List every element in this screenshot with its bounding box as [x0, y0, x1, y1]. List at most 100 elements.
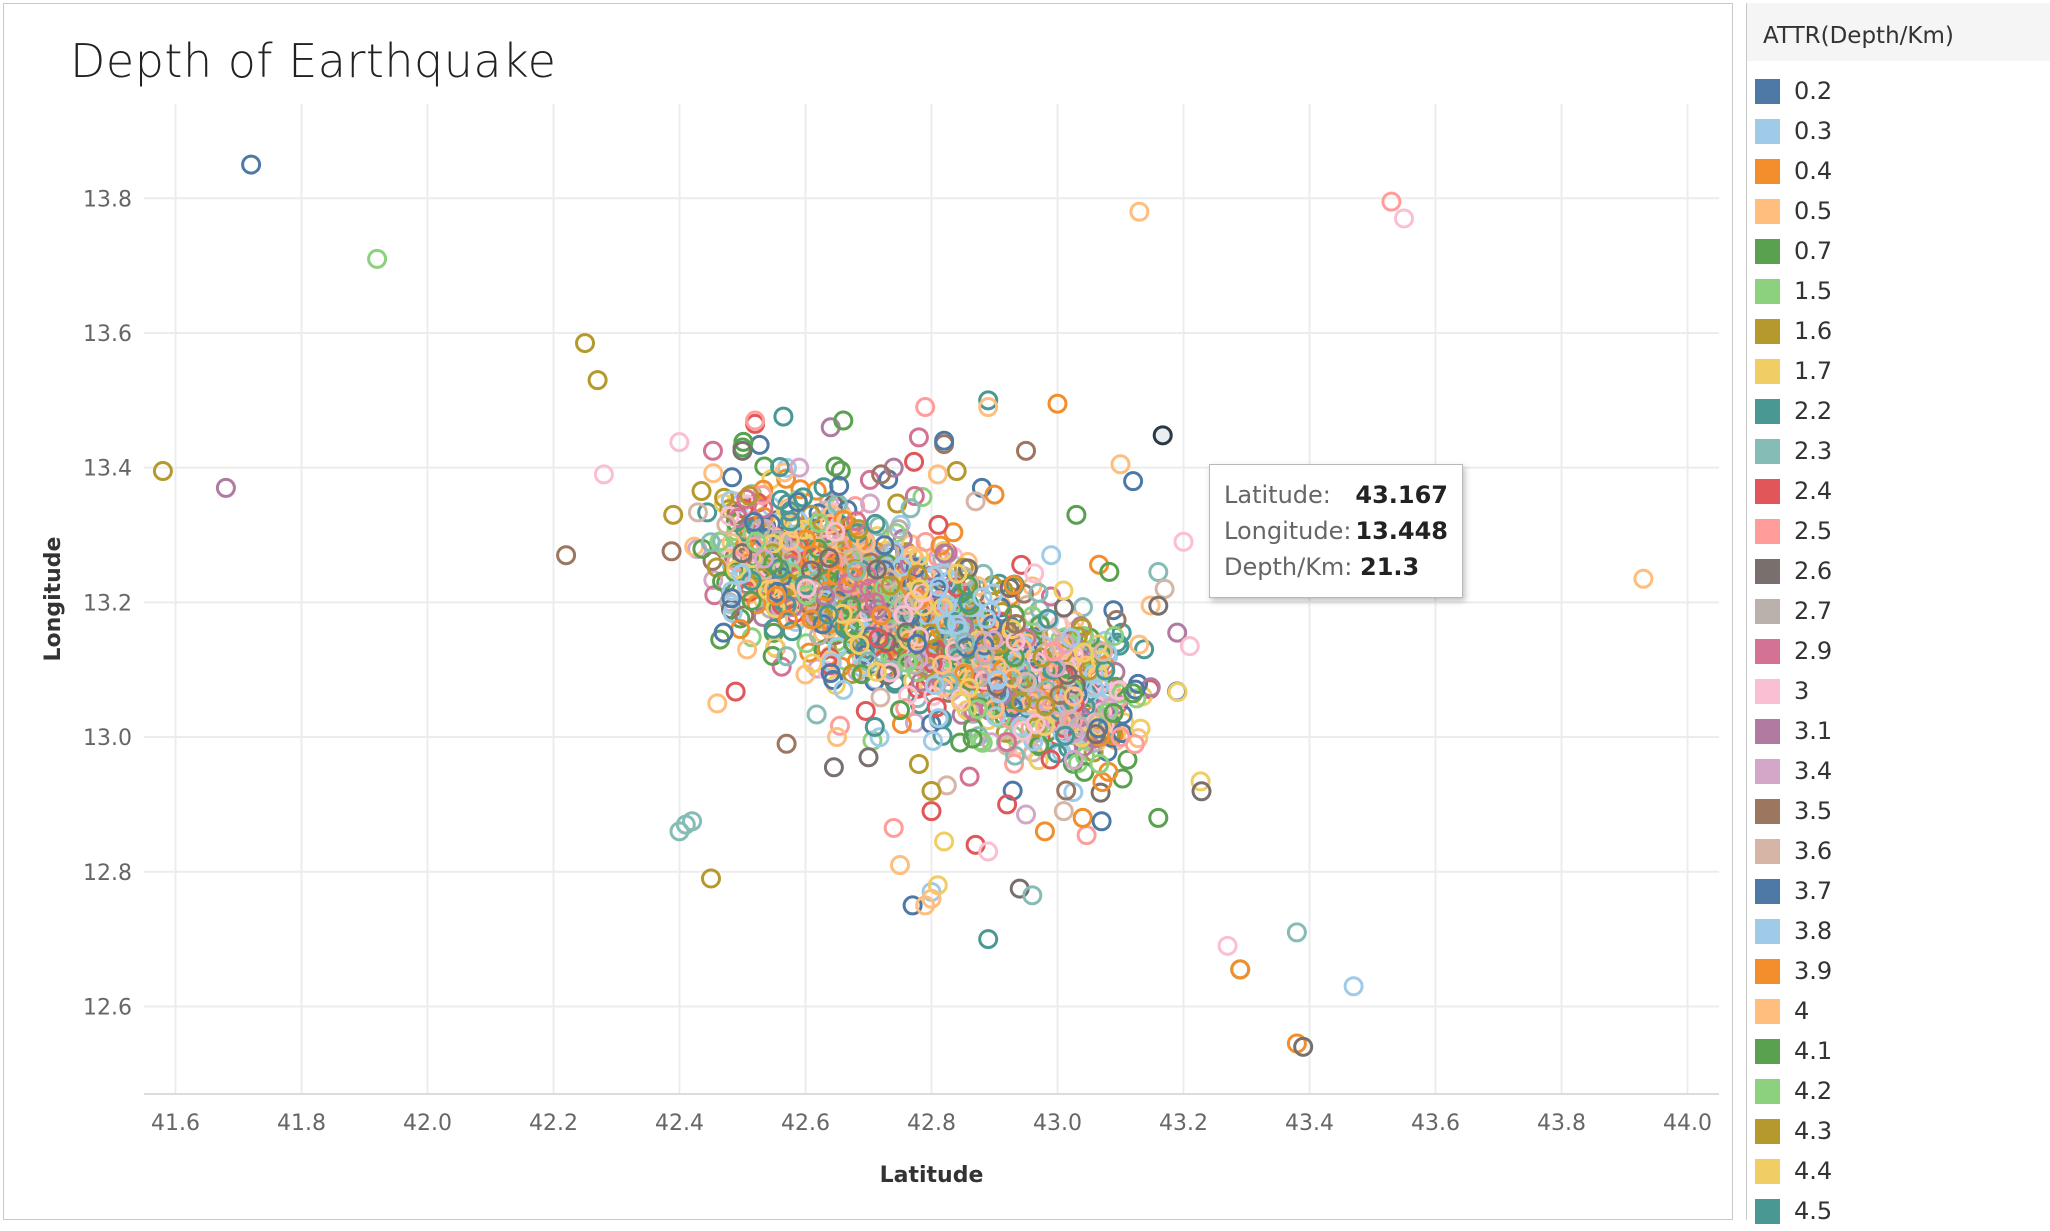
- data-point[interactable]: [1053, 580, 1074, 601]
- data-point[interactable]: [1060, 627, 1081, 648]
- data-point[interactable]: [908, 427, 929, 448]
- data-point[interactable]: [1055, 725, 1076, 746]
- data-point[interactable]: [908, 648, 929, 669]
- scatter-plot[interactable]: 41.6 41.8 42.0 42.2 42.4 42.6 42.8 43.0 43.2 43.4…: [4, 4, 1734, 1221]
- data-point[interactable]: [1049, 684, 1070, 705]
- legend-item[interactable]: 0.2: [1755, 71, 1832, 111]
- data-point[interactable]: [1140, 595, 1161, 616]
- data-point[interactable]: [846, 511, 867, 532]
- data-point[interactable]: [890, 855, 910, 876]
- data-point[interactable]: [1110, 454, 1131, 475]
- data-point[interactable]: [912, 487, 933, 508]
- data-point[interactable]: [739, 485, 760, 506]
- data-point[interactable]: [947, 563, 968, 584]
- data-point[interactable]: [870, 687, 891, 708]
- data-point[interactable]: [777, 585, 798, 606]
- data-point[interactable]: [819, 526, 840, 547]
- data-point[interactable]: [787, 492, 808, 513]
- data-point[interactable]: [1035, 643, 1056, 664]
- data-point[interactable]: [1022, 885, 1043, 906]
- data-point[interactable]: [1066, 504, 1087, 525]
- data-point[interactable]: [1037, 608, 1058, 629]
- data-point[interactable]: [769, 558, 790, 579]
- data-point[interactable]: [936, 614, 957, 635]
- data-point[interactable]: [587, 370, 608, 391]
- data-point[interactable]: [1017, 595, 1038, 616]
- data-point[interactable]: [830, 460, 851, 481]
- data-point[interactable]: [897, 608, 918, 629]
- data-point[interactable]: [827, 727, 847, 748]
- data-point[interactable]: [984, 484, 1005, 505]
- data-point[interactable]: [921, 780, 942, 801]
- data-point[interactable]: [902, 545, 923, 566]
- legend-item[interactable]: 3.5: [1755, 791, 1832, 831]
- data-point[interactable]: [1090, 650, 1111, 671]
- legend-item[interactable]: 1.6: [1755, 311, 1832, 351]
- data-point[interactable]: [830, 715, 851, 736]
- data-point[interactable]: [976, 608, 997, 629]
- data-point[interactable]: [1090, 782, 1111, 803]
- data-point[interactable]: [1148, 807, 1169, 828]
- data-point[interactable]: [868, 628, 889, 649]
- data-point[interactable]: [241, 154, 262, 175]
- data-point[interactable]: [702, 440, 723, 461]
- data-point[interactable]: [883, 817, 904, 838]
- selected-data-point[interactable]: [1152, 425, 1173, 446]
- data-point[interactable]: [986, 676, 1007, 697]
- data-point[interactable]: [776, 646, 797, 667]
- data-point[interactable]: [967, 699, 988, 720]
- data-point[interactable]: [865, 513, 886, 534]
- data-point[interactable]: [986, 655, 1007, 676]
- data-point[interactable]: [697, 502, 718, 523]
- data-point[interactable]: [972, 732, 993, 753]
- data-point[interactable]: [1072, 807, 1093, 828]
- data-point[interactable]: [844, 618, 865, 639]
- data-point[interactable]: [904, 590, 925, 611]
- data-point[interactable]: [959, 766, 980, 787]
- data-point[interactable]: [874, 535, 895, 556]
- data-point[interactable]: [920, 623, 941, 644]
- data-point[interactable]: [701, 868, 721, 889]
- data-point[interactable]: [722, 602, 743, 623]
- legend-item[interactable]: 0.5: [1755, 191, 1832, 231]
- data-point[interactable]: [777, 609, 798, 630]
- data-point[interactable]: [721, 581, 742, 602]
- data-point[interactable]: [823, 550, 844, 571]
- data-point[interactable]: [773, 406, 794, 427]
- data-point[interactable]: [799, 642, 820, 663]
- data-point[interactable]: [972, 587, 993, 608]
- legend-item[interactable]: 1.5: [1755, 271, 1832, 311]
- legend-item[interactable]: 1.7: [1755, 351, 1832, 391]
- data-point[interactable]: [736, 488, 757, 509]
- data-point[interactable]: [716, 514, 737, 535]
- data-point[interactable]: [946, 461, 967, 482]
- data-point[interactable]: [732, 440, 753, 461]
- data-point[interactable]: [1005, 613, 1026, 634]
- data-point[interactable]: [832, 603, 853, 624]
- data-point[interactable]: [825, 521, 846, 542]
- data-point[interactable]: [663, 504, 684, 525]
- data-point[interactable]: [856, 565, 877, 586]
- data-point[interactable]: [737, 639, 758, 660]
- data-point[interactable]: [1134, 639, 1155, 660]
- legend-item[interactable]: 4.3: [1755, 1111, 1832, 1151]
- data-point[interactable]: [1110, 727, 1131, 748]
- data-point[interactable]: [823, 757, 844, 778]
- data-point[interactable]: [860, 493, 881, 514]
- data-point[interactable]: [806, 704, 827, 725]
- data-point[interactable]: [1633, 568, 1654, 589]
- data-point[interactable]: [1191, 781, 1212, 802]
- data-point[interactable]: [858, 747, 879, 768]
- data-point[interactable]: [900, 498, 921, 519]
- data-point[interactable]: [802, 653, 823, 674]
- data-point[interactable]: [958, 677, 979, 698]
- data-point[interactable]: [1230, 959, 1251, 980]
- data-point[interactable]: [762, 645, 783, 666]
- legend-item[interactable]: 2.6: [1755, 551, 1832, 591]
- data-point[interactable]: [1076, 825, 1097, 846]
- data-point[interactable]: [1089, 753, 1110, 774]
- data-point[interactable]: [880, 662, 901, 683]
- data-point[interactable]: [871, 464, 892, 485]
- data-point[interactable]: [915, 895, 936, 916]
- legend-item[interactable]: 2.3: [1755, 431, 1832, 471]
